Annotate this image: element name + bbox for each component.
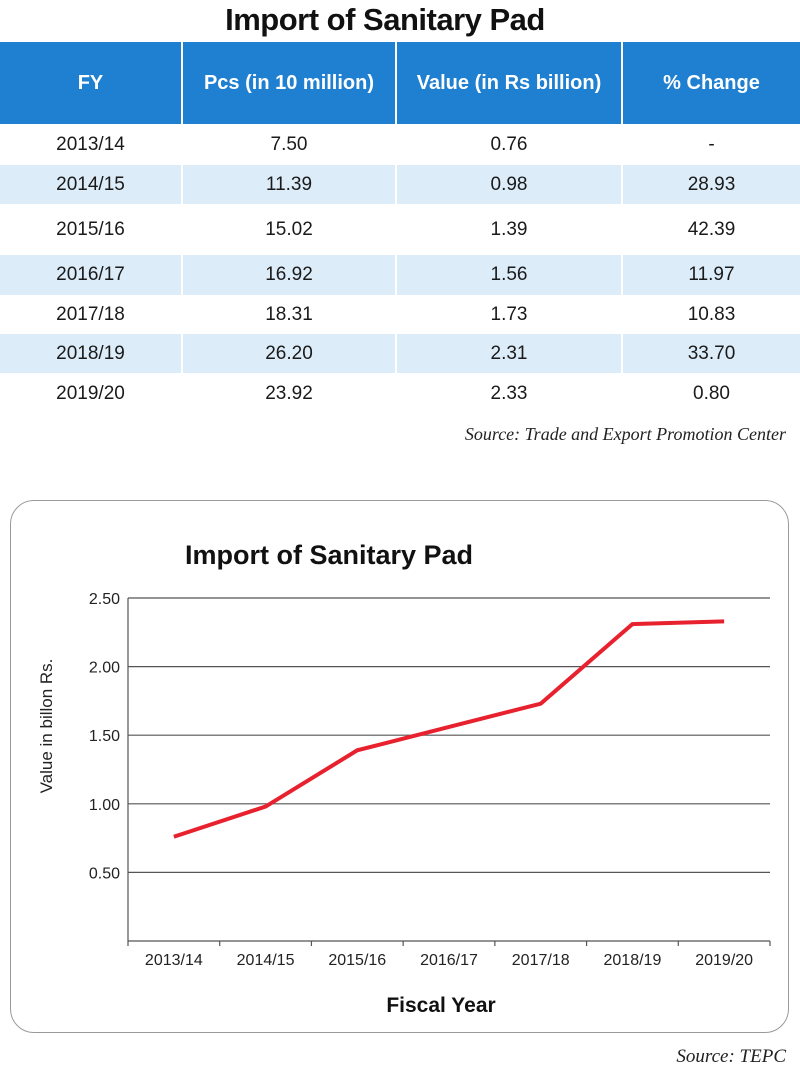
x-tick-label: 2017/18 bbox=[512, 952, 570, 969]
cell-value: 0.98 bbox=[396, 165, 623, 204]
y-tick-label: 2.50 bbox=[89, 591, 120, 608]
table-row: 2014/15 11.39 0.98 28.93 bbox=[0, 165, 800, 204]
cell-value: 0.76 bbox=[396, 124, 623, 165]
cell-pcs: 26.20 bbox=[182, 334, 397, 373]
x-tick-label: 2016/17 bbox=[420, 952, 478, 969]
table-row: 2016/17 16.92 1.56 11.97 bbox=[0, 255, 800, 295]
table-row: 2013/14 7.50 0.76 - bbox=[0, 124, 800, 165]
cell-change: 28.93 bbox=[622, 165, 800, 204]
x-tick-label: 2019/20 bbox=[695, 952, 753, 969]
cell-fy: 2015/16 bbox=[0, 204, 183, 255]
y-tick-label: 1.00 bbox=[89, 797, 120, 814]
cell-fy: 2016/17 bbox=[0, 255, 183, 295]
cell-pcs: 15.02 bbox=[182, 204, 397, 255]
table-row: 2017/18 18.31 1.73 10.83 bbox=[0, 295, 800, 334]
cell-change: 10.83 bbox=[622, 295, 800, 334]
cell-value: 1.73 bbox=[396, 295, 623, 334]
cell-pcs: 7.50 bbox=[182, 124, 397, 165]
cell-change: - bbox=[622, 124, 800, 165]
cell-pcs: 18.31 bbox=[182, 295, 397, 334]
cell-fy: 2013/14 bbox=[0, 124, 183, 165]
y-axis-label: Value in billon Rs. bbox=[37, 659, 56, 794]
y-tick-label: 2.00 bbox=[89, 660, 120, 677]
cell-change: 42.39 bbox=[622, 204, 800, 255]
x-axis-label: Fiscal Year bbox=[386, 994, 495, 1017]
table-title: Import of Sanitary Pad bbox=[225, 2, 545, 37]
cell-pcs: 16.92 bbox=[182, 255, 397, 295]
y-tick-label: 1.50 bbox=[89, 728, 120, 745]
chart-card: Import of Sanitary Pad 0.50 1.00 1.50 2.00 2.… bbox=[10, 500, 789, 1033]
table-header-row: FY Pcs (in 10 million) Value (in Rs bill… bbox=[0, 42, 800, 124]
import-table: FY Pcs (in 10 million) Value (in Rs bill… bbox=[0, 42, 800, 415]
cell-fy: 2019/20 bbox=[0, 373, 183, 415]
cell-change: 11.97 bbox=[622, 255, 800, 295]
y-tick-label: 0.50 bbox=[89, 865, 120, 882]
chart-title: Import of Sanitary Pad bbox=[185, 540, 473, 570]
header-value: Value (in Rs billion) bbox=[396, 42, 623, 124]
table-row: 2019/20 23.92 2.33 0.80 bbox=[0, 373, 800, 415]
x-tick-label: 2013/14 bbox=[145, 952, 203, 969]
table-source: Source: Trade and Export Promotion Cente… bbox=[464, 424, 786, 444]
header-change: % Change bbox=[622, 42, 800, 124]
cell-change: 0.80 bbox=[622, 373, 800, 415]
cell-value: 1.56 bbox=[396, 255, 623, 295]
cell-fy: 2014/15 bbox=[0, 165, 183, 204]
x-tick-label: 2014/15 bbox=[237, 952, 295, 969]
cell-fy: 2018/19 bbox=[0, 334, 183, 373]
cell-pcs: 23.92 bbox=[182, 373, 397, 415]
x-tick-label: 2018/19 bbox=[604, 952, 662, 969]
header-pcs: Pcs (in 10 million) bbox=[182, 42, 397, 124]
header-fy: FY bbox=[0, 42, 183, 124]
series-line bbox=[173, 619, 725, 839]
cell-value: 2.33 bbox=[396, 373, 623, 415]
x-tick-label: 2015/16 bbox=[328, 952, 386, 969]
cell-pcs: 11.39 bbox=[182, 165, 397, 204]
table-row: 2018/19 26.20 2.31 33.70 bbox=[0, 334, 800, 373]
table-row: 2015/16 15.02 1.39 42.39 bbox=[0, 204, 800, 255]
cell-value: 1.39 bbox=[396, 204, 623, 255]
line-chart: Import of Sanitary Pad 0.50 1.00 1.50 2.00 2.… bbox=[37, 540, 771, 1017]
cell-fy: 2017/18 bbox=[0, 295, 183, 334]
cell-value: 2.31 bbox=[396, 334, 623, 373]
chart-source: Source: TEPC bbox=[676, 1046, 786, 1067]
cell-change: 33.70 bbox=[622, 334, 800, 373]
